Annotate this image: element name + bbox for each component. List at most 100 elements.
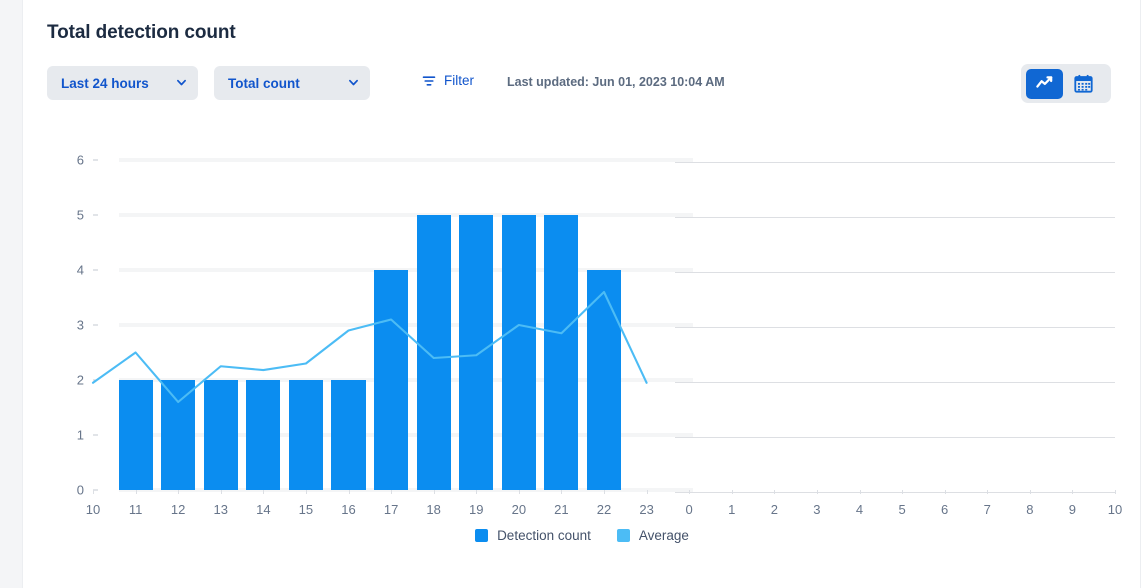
x-axis-tick [816, 490, 818, 494]
x-axis-label: 10 [85, 502, 101, 517]
grid-line [119, 213, 693, 217]
x-axis-label: 5 [898, 502, 906, 517]
x-axis-label: 2 [770, 502, 778, 517]
bar[interactable] [544, 215, 579, 490]
grid-line [119, 488, 693, 492]
y-axis-tick [93, 434, 98, 436]
y-axis-label: 4 [76, 262, 84, 278]
bar[interactable] [501, 215, 536, 490]
line-chart-icon [1036, 76, 1053, 88]
metric-select[interactable]: Total count [214, 66, 370, 100]
bar[interactable] [586, 270, 622, 490]
time-range-value: Last 24 hours [61, 75, 149, 91]
x-axis-label: 3 [813, 502, 821, 517]
average-line-series [91, 290, 648, 404]
x-axis-label: 7 [983, 502, 991, 517]
calendar-view-button[interactable] [1065, 69, 1102, 99]
x-axis-label: 16 [341, 502, 356, 517]
x-axis-label: 18 [426, 502, 441, 517]
x-axis-tick [220, 490, 222, 494]
grid-line [119, 158, 693, 162]
x-axis-label: 10 [1107, 502, 1123, 517]
y-axis-label: 2 [76, 372, 84, 388]
x-axis-label: 20 [511, 502, 527, 517]
x-axis-tick [1115, 490, 1116, 494]
last-updated-text: Last updated: Jun 01, 2023 10:04 AM [507, 75, 725, 89]
x-axis-label: 8 [1026, 502, 1034, 517]
bar[interactable] [161, 380, 196, 490]
y-axis-tick [93, 269, 98, 271]
bar[interactable] [246, 380, 281, 490]
x-axis-label: 22 [596, 502, 612, 517]
legend-swatch [475, 529, 489, 542]
legend-label: Average [638, 528, 689, 543]
y-axis-label: 0 [76, 482, 84, 498]
x-axis-tick [987, 490, 989, 494]
bar[interactable] [118, 380, 153, 490]
y-axis-label: 3 [76, 317, 84, 333]
x-axis-label: 19 [469, 502, 484, 517]
chevron-down-icon [177, 79, 186, 86]
x-axis-tick [135, 490, 137, 494]
y-axis-tick [93, 489, 98, 491]
bar[interactable] [331, 380, 366, 490]
calendar-icon [1074, 74, 1093, 93]
legend-swatch [616, 529, 630, 542]
legend-label: Detection count [497, 528, 591, 543]
x-axis-tick [305, 490, 307, 494]
y-axis-tick [93, 214, 98, 216]
metric-value: Total count [228, 75, 300, 91]
x-axis-tick [1072, 490, 1074, 494]
x-axis-tick [731, 490, 733, 494]
detection-count-card: Total detection count Last 24 hours Tota… [22, 0, 1141, 588]
x-axis-tick [944, 490, 946, 494]
x-axis-label: 12 [170, 502, 186, 517]
x-axis-tick [476, 490, 478, 494]
grid-line [674, 162, 1115, 163]
legend-item[interactable]: Average [616, 528, 689, 543]
bar[interactable] [459, 215, 494, 490]
grid-line [674, 272, 1115, 273]
x-axis-label: 11 [128, 502, 143, 517]
x-axis-tick [604, 490, 605, 494]
x-axis-tick [689, 490, 691, 494]
time-range-select[interactable]: Last 24 hours [47, 66, 198, 100]
x-axis-label: 4 [855, 502, 864, 517]
y-axis-tick [93, 159, 98, 161]
legend-item[interactable]: Detection count [475, 528, 591, 543]
x-axis-label: 17 [383, 502, 399, 517]
x-axis-tick [433, 490, 435, 494]
chevron-down-icon [349, 79, 358, 86]
x-axis-label: 14 [256, 502, 271, 517]
x-axis-tick [178, 490, 180, 494]
bar[interactable] [416, 215, 451, 490]
x-axis-tick [561, 490, 563, 494]
chart-view-button[interactable] [1026, 68, 1063, 99]
grid-line [674, 437, 1115, 438]
x-axis-tick [348, 490, 350, 494]
grid-line [674, 217, 1115, 218]
x-axis-label: 0 [685, 502, 693, 517]
x-axis-tick [518, 490, 520, 494]
page-title: Total detection count [47, 22, 236, 43]
filter-button[interactable]: Filter [422, 73, 474, 88]
x-axis-tick [93, 490, 94, 494]
filter-icon [422, 75, 436, 86]
x-axis-label: 1 [728, 502, 736, 517]
grid-line [674, 327, 1115, 328]
grid-line [674, 382, 1115, 383]
bar[interactable] [374, 270, 409, 490]
view-toggle-group [1021, 64, 1111, 103]
x-axis-tick [646, 490, 648, 494]
x-axis-label: 13 [213, 502, 228, 517]
x-axis-tick [1029, 490, 1031, 494]
y-axis-tick [93, 324, 98, 326]
bar[interactable] [203, 380, 238, 490]
x-axis-label: 23 [639, 502, 654, 517]
bar[interactable] [288, 380, 323, 490]
x-axis-tick [859, 490, 861, 494]
y-axis-label: 6 [76, 152, 84, 168]
filter-label: Filter [444, 73, 474, 88]
